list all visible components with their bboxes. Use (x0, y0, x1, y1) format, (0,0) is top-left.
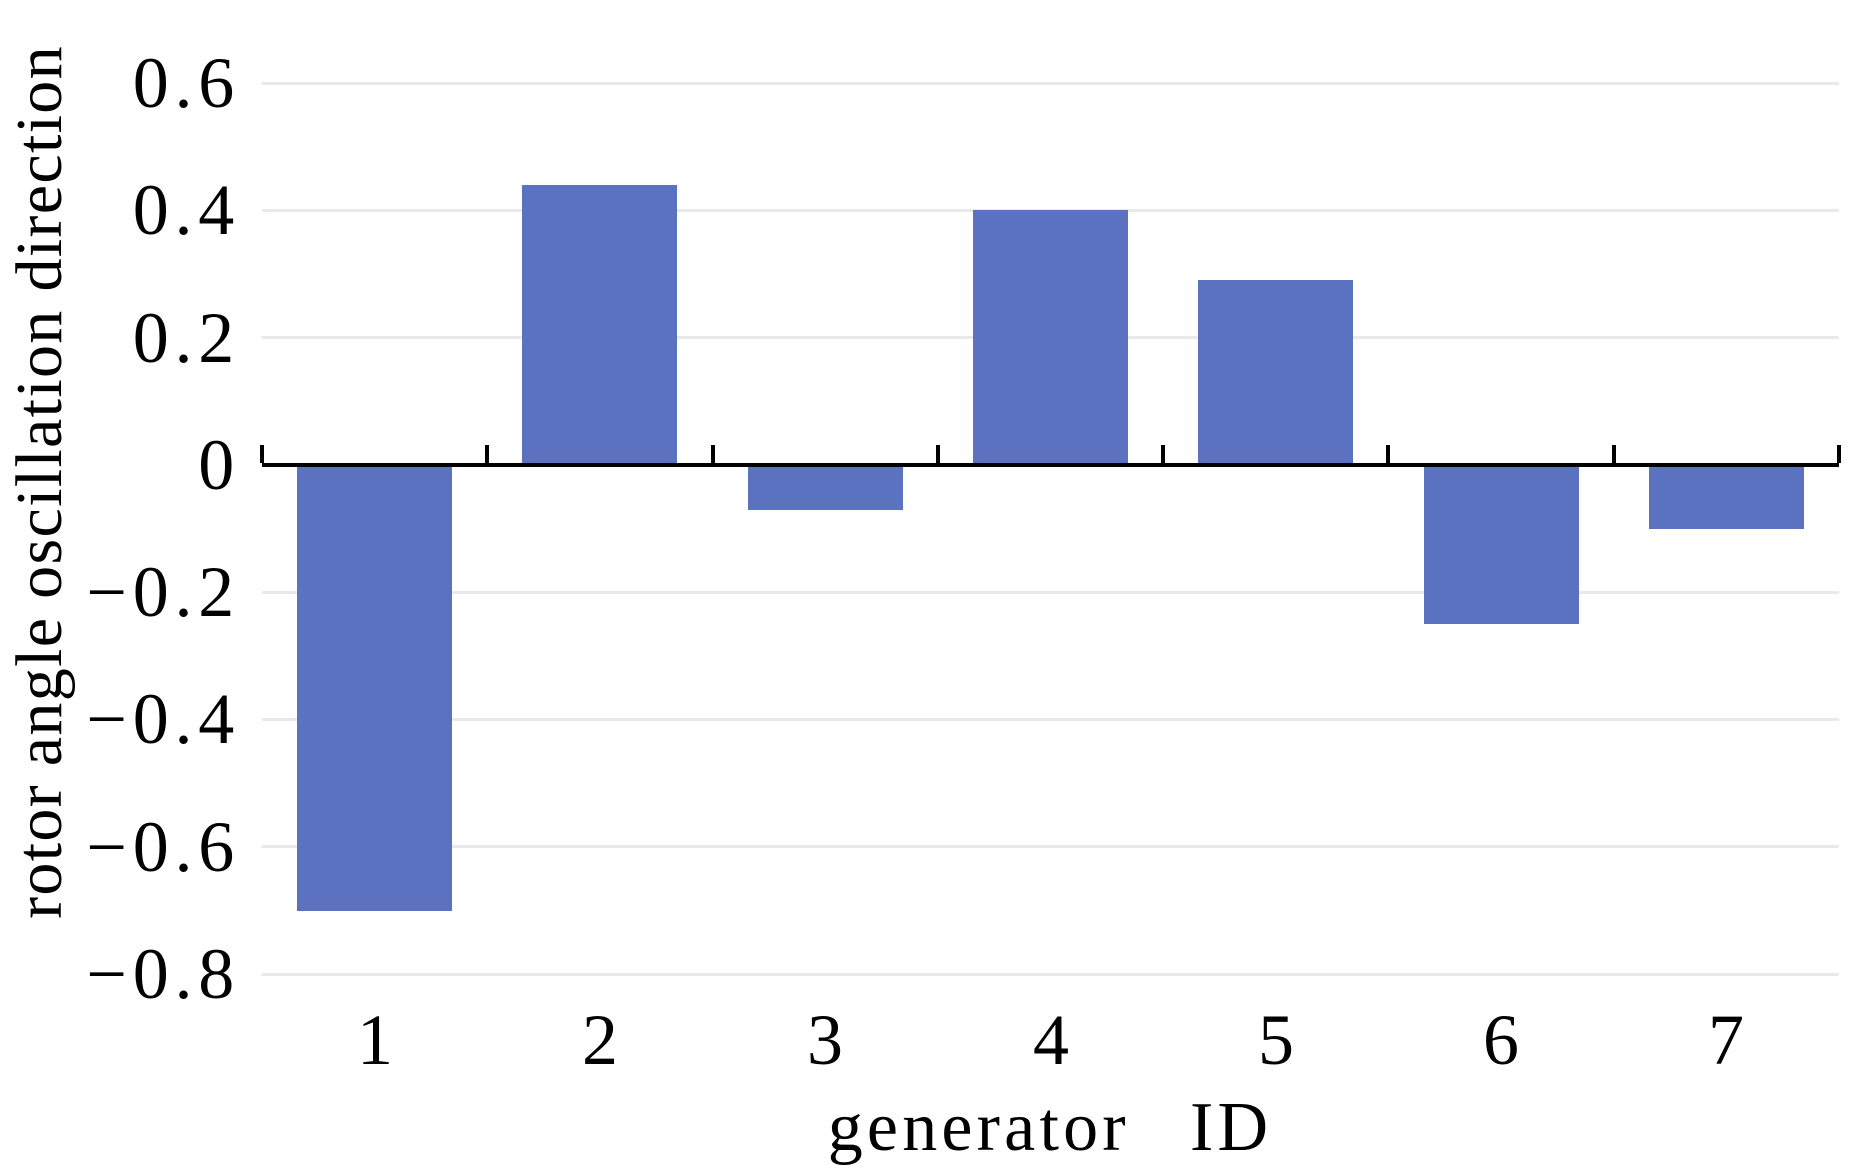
x-axis-tick-6 (1612, 445, 1616, 463)
x-axis-tick-5 (1386, 445, 1390, 463)
x-axis-tick-0 (260, 445, 264, 463)
x-axis-tick-4 (1161, 445, 1165, 463)
gridline-y-−0.8 (262, 972, 1839, 976)
y-tick-label-−0.8: −0.8 (86, 934, 240, 1014)
gridline-y-−0.4 (262, 717, 1839, 721)
y-tick-label-0.4: 0.4 (132, 170, 240, 250)
bar-generator-6 (1424, 464, 1579, 624)
gridline-y-0.6 (262, 81, 1839, 85)
x-axis-tick-1 (485, 445, 489, 463)
x-axis-tick-2 (711, 445, 715, 463)
x-tick-label-2: 2 (582, 1000, 618, 1080)
x-tick-label-7: 7 (1708, 1000, 1744, 1080)
x-axis-tick-7 (1837, 445, 1841, 463)
x-tick-label-1: 1 (357, 1000, 393, 1080)
x-axis-label: generator ID (827, 1089, 1273, 1166)
x-tick-label-6: 6 (1483, 1000, 1519, 1080)
x-axis-tick-3 (936, 445, 940, 463)
x-axis-line (262, 463, 1839, 467)
bar-generator-5 (1198, 280, 1353, 466)
bar-generator-1 (297, 464, 452, 911)
y-tick-label-−0.2: −0.2 (86, 552, 240, 632)
x-tick-label-5: 5 (1258, 1000, 1294, 1080)
y-tick-label-−0.4: −0.4 (86, 679, 240, 759)
bar-generator-7 (1649, 464, 1804, 529)
bar-generator-3 (748, 464, 903, 510)
y-tick-label-0: 0 (198, 425, 240, 505)
plot-area (260, 81, 1841, 976)
x-tick-label-3: 3 (807, 1000, 843, 1080)
gridline-y-−0.2 (262, 590, 1839, 594)
gridline-y-−0.6 (262, 845, 1839, 849)
bar-generator-4 (973, 210, 1128, 466)
y-tick-label-0.6: 0.6 (132, 43, 240, 123)
x-tick-label-4: 4 (1033, 1000, 1069, 1080)
y-tick-label-0.2: 0.2 (132, 298, 240, 378)
bar-generator-2 (522, 184, 677, 465)
y-tick-label-−0.6: −0.6 (86, 807, 240, 887)
